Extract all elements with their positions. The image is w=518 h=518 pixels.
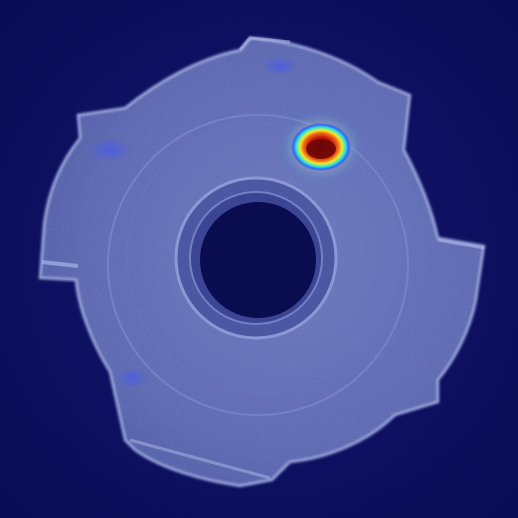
glow-left: [88, 138, 132, 162]
glow-top: [262, 56, 298, 76]
gear-washer: [38, 36, 486, 488]
lobe-edge-bottom: [129, 438, 271, 480]
bore-hole: [200, 202, 316, 318]
washer-ring-mid: [126, 122, 398, 394]
glow-bottom-left: [116, 368, 148, 388]
lobe-edge-right: [437, 238, 485, 250]
lobe-edge-top: [238, 36, 291, 51]
lobe-edge-left: [41, 260, 79, 268]
anomaly-heatspot: [287, 119, 355, 175]
washer-ring-outer: [107, 114, 409, 416]
